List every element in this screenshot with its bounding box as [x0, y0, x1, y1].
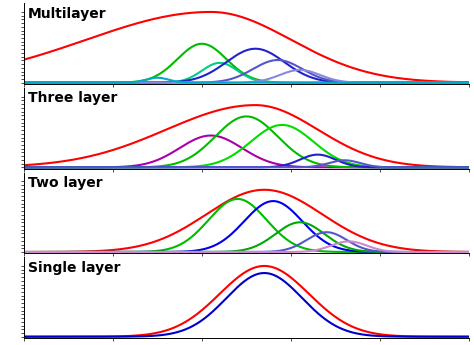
Text: Three layer: Three layer: [28, 91, 118, 105]
Text: Single layer: Single layer: [28, 261, 121, 275]
Text: Two layer: Two layer: [28, 176, 103, 190]
Text: Multilayer: Multilayer: [28, 7, 107, 21]
